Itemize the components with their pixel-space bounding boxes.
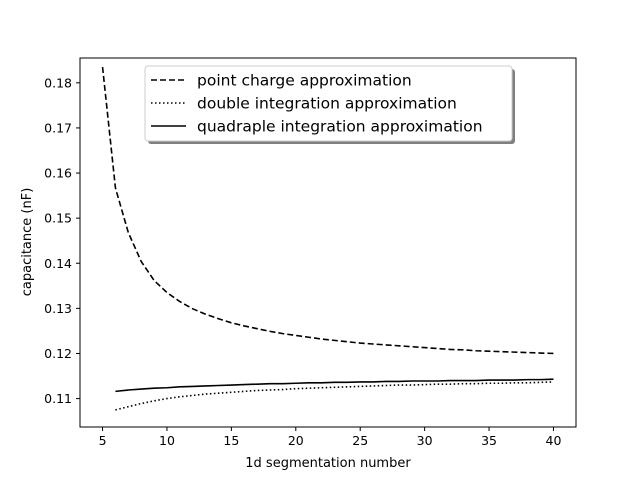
x-tick-label: 15 [223, 433, 239, 448]
y-tick-label: 0.18 [44, 75, 72, 90]
series-line-double-integration-approximation [115, 381, 554, 411]
y-tick-label: 0.17 [44, 120, 72, 135]
x-tick-label: 40 [546, 433, 562, 448]
y-tick-label: 0.12 [44, 346, 72, 361]
x-tick-label: 10 [159, 433, 175, 448]
x-axis: 5 10 15 20 25 30 35 40 [99, 427, 562, 448]
legend-label-quadraple-integration-approximation: quadraple integration approximation [197, 118, 483, 136]
y-tick-label: 0.11 [44, 391, 72, 406]
series-line-point-charge-approximation [101, 66, 554, 355]
y-axis-title: capacitance (nF) [20, 188, 35, 297]
legend-label-double-integration-approximation: double integration approximation [197, 95, 457, 113]
x-tick-label: 30 [417, 433, 433, 448]
x-tick-label: 25 [352, 433, 368, 448]
y-tick-label: 0.16 [44, 166, 72, 181]
x-tick-label: 5 [99, 433, 107, 448]
plot-frame [79, 57, 577, 428]
legend-label-point-charge-approximation: point charge approximation [197, 72, 412, 90]
x-tick-label: 20 [288, 433, 304, 448]
y-tick-label: 0.14 [44, 256, 72, 271]
y-tick-label: 0.13 [44, 301, 72, 316]
legend-box [144, 65, 513, 142]
x-tick-label: 35 [481, 433, 497, 448]
legend: point charge approximation double integra… [144, 65, 515, 144]
y-tick-label: 0.15 [44, 211, 72, 226]
x-axis-title: 1d segmentation number [245, 456, 411, 471]
y-axis: 0.11 0.12 0.13 0.14 0.15 0.16 0.17 0.18 [44, 75, 80, 406]
series-line-quadraple-integration-approximation [115, 378, 554, 393]
series-layer [101, 66, 554, 411]
